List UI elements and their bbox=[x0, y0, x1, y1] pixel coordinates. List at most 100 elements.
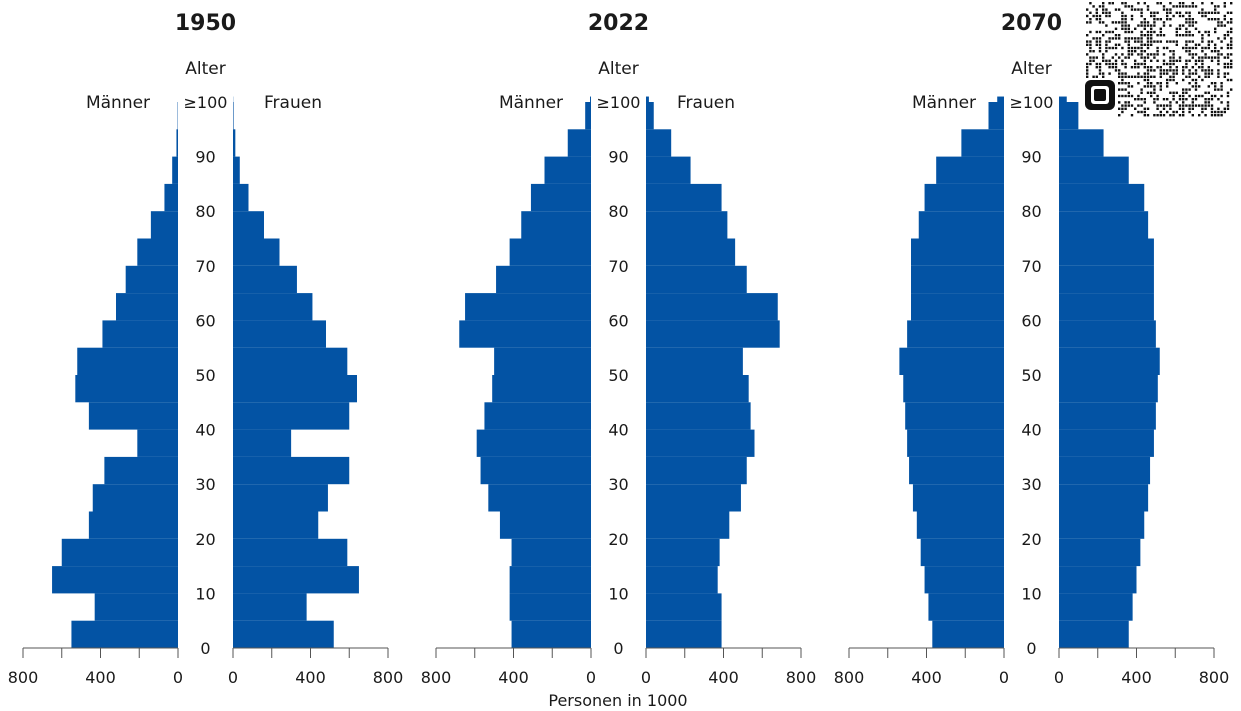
male-bar bbox=[494, 347, 591, 375]
male-bar bbox=[899, 347, 1004, 375]
age-tick-label: 20 bbox=[1021, 530, 1041, 549]
x-tick-label: 0 bbox=[228, 668, 238, 687]
age-tick-label: 90 bbox=[608, 148, 628, 167]
male-bar bbox=[511, 620, 591, 648]
x-tick-label: 800 bbox=[373, 668, 404, 687]
female-bar bbox=[233, 402, 350, 430]
female-bar bbox=[646, 96, 649, 102]
female-bar bbox=[646, 484, 741, 512]
male-bar bbox=[499, 511, 591, 539]
male-bar bbox=[465, 293, 591, 321]
female-bar bbox=[646, 347, 743, 375]
female-bar bbox=[233, 293, 313, 321]
male-bar bbox=[61, 538, 178, 567]
female-bar bbox=[233, 538, 348, 567]
male-bar bbox=[567, 129, 591, 157]
age-tick-label: 80 bbox=[608, 202, 628, 221]
male-bar bbox=[920, 538, 1004, 567]
age-tick-label: 60 bbox=[1021, 311, 1041, 330]
x-tick-label: 0 bbox=[1054, 668, 1064, 687]
female-bar bbox=[233, 566, 359, 594]
male-bar bbox=[94, 593, 178, 621]
male-bar bbox=[928, 593, 1004, 621]
age-axis-title: Alter bbox=[185, 59, 225, 79]
female-bar bbox=[1059, 102, 1079, 130]
male-bar bbox=[911, 238, 1004, 266]
male-bar bbox=[911, 265, 1004, 294]
female-bar bbox=[233, 129, 236, 157]
male-bar bbox=[137, 429, 178, 457]
age-tick-label: 50 bbox=[195, 366, 215, 385]
male-bar bbox=[590, 96, 591, 102]
x-tick-label: 400 bbox=[708, 668, 739, 687]
x-tick-label: 400 bbox=[85, 668, 116, 687]
female-bar bbox=[233, 320, 326, 348]
male-bar bbox=[544, 156, 591, 184]
chart-title: 2022 bbox=[588, 11, 649, 36]
female-bar bbox=[233, 265, 297, 294]
male-bar bbox=[509, 238, 591, 266]
male-bar bbox=[172, 156, 178, 184]
age-tick-label: 10 bbox=[608, 584, 628, 603]
male-bar bbox=[88, 511, 178, 539]
female-bar bbox=[233, 238, 280, 266]
chart-title: 2070 bbox=[1001, 11, 1062, 36]
male-bar bbox=[476, 429, 591, 457]
male-bar bbox=[909, 456, 1004, 485]
x-tick-label: 0 bbox=[173, 668, 183, 687]
female-bar bbox=[1059, 511, 1145, 539]
age-tick-label: 90 bbox=[195, 148, 215, 167]
female-bar bbox=[646, 402, 751, 430]
age-tick-label: 10 bbox=[1021, 584, 1041, 603]
qr-code-image bbox=[1083, 0, 1233, 124]
female-bar bbox=[1059, 96, 1067, 102]
age-tick-label: 30 bbox=[608, 475, 628, 494]
age-tick-label: 10 bbox=[195, 584, 215, 603]
x-tick-label: 800 bbox=[834, 668, 865, 687]
female-bar bbox=[1059, 156, 1129, 184]
x-tick-label: 800 bbox=[421, 668, 452, 687]
age-tick-label: 0 bbox=[200, 639, 210, 658]
x-tick-label: 0 bbox=[999, 668, 1009, 687]
male-bar bbox=[492, 375, 591, 403]
female-bar bbox=[646, 293, 778, 321]
age-tick-label: ≥100 bbox=[1010, 93, 1054, 112]
female-bar bbox=[1059, 129, 1104, 157]
female-bar bbox=[233, 429, 292, 457]
female-bar bbox=[646, 456, 747, 485]
male-bar bbox=[52, 566, 178, 594]
female-bar bbox=[233, 456, 350, 485]
female-bar bbox=[233, 484, 328, 512]
x-tick-label: 800 bbox=[8, 668, 39, 687]
female-bar bbox=[1059, 538, 1141, 567]
male-bar bbox=[918, 211, 1004, 239]
male-bar bbox=[496, 265, 591, 294]
x-tick-label: 400 bbox=[295, 668, 326, 687]
male-bar bbox=[585, 102, 591, 130]
women-label: Frauen bbox=[264, 93, 322, 113]
male-bar bbox=[75, 375, 178, 403]
male-bar bbox=[164, 183, 178, 212]
age-tick-label: ≥100 bbox=[597, 93, 641, 112]
male-bar bbox=[936, 156, 1004, 184]
female-bar bbox=[1059, 375, 1158, 403]
female-bar bbox=[1059, 238, 1154, 266]
male-bar bbox=[137, 238, 178, 266]
male-bar bbox=[92, 484, 178, 512]
male-bar bbox=[907, 429, 1004, 457]
female-bar bbox=[646, 211, 728, 239]
age-tick-label: 50 bbox=[608, 366, 628, 385]
female-bar bbox=[646, 183, 722, 212]
female-bar bbox=[1059, 402, 1156, 430]
female-bar bbox=[646, 320, 780, 348]
female-bar bbox=[646, 538, 720, 567]
male-bar bbox=[911, 293, 1004, 321]
age-tick-label: 50 bbox=[1021, 366, 1041, 385]
male-bar bbox=[459, 320, 591, 348]
x-tick-label: 400 bbox=[911, 668, 942, 687]
female-bar bbox=[1059, 456, 1151, 485]
male-bar bbox=[71, 620, 178, 648]
female-bar bbox=[1059, 183, 1145, 212]
female-bar bbox=[646, 620, 722, 648]
male-bar bbox=[997, 96, 1004, 102]
